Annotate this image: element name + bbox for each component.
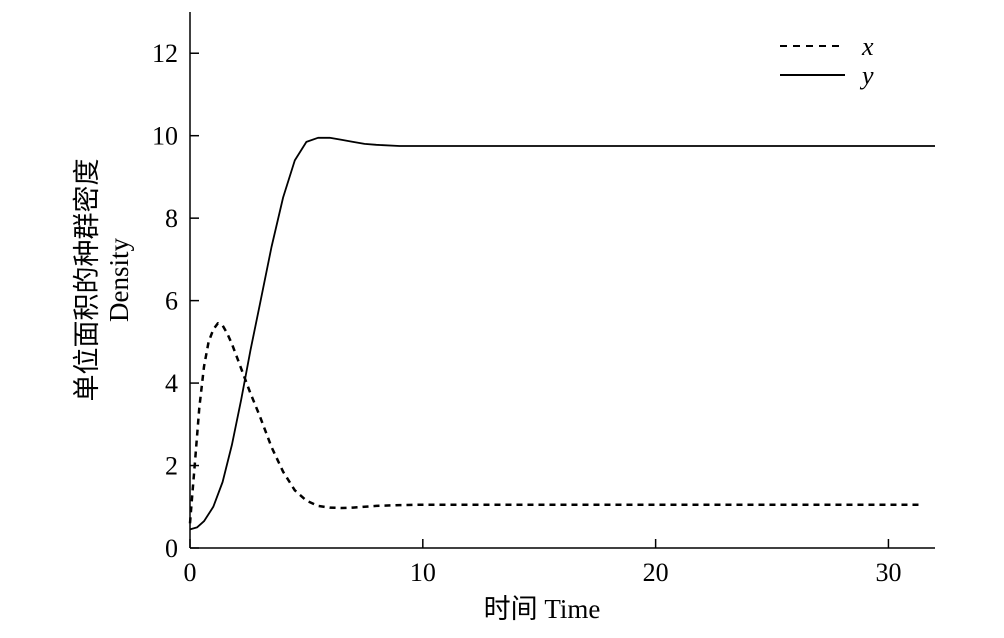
x-tick-label: 10 xyxy=(410,558,436,587)
y-tick-label: 6 xyxy=(165,287,178,316)
legend: x y xyxy=(780,32,874,90)
series-line-x xyxy=(188,322,924,524)
y-tick-label: 10 xyxy=(152,122,178,151)
y-tick-label: 12 xyxy=(152,39,178,68)
y-axis-title-en: Density xyxy=(104,238,134,322)
y-axis-title-cn: 单位面积的种群密度 xyxy=(72,159,102,402)
series-line-y xyxy=(189,136,935,531)
legend-label-y: y xyxy=(859,61,874,90)
x-tick-label: 0 xyxy=(184,558,197,587)
ticks: 0 10 20 30 0 2 4 6 8 10 12 xyxy=(152,39,901,587)
y-tick-label: 0 xyxy=(165,534,178,563)
series-group xyxy=(188,136,935,531)
y-tick-label: 4 xyxy=(165,369,178,398)
x-axis-title: 时间 Time xyxy=(484,594,601,624)
y-tick-label: 8 xyxy=(165,204,178,233)
axes xyxy=(189,12,935,549)
x-tick-label: 20 xyxy=(643,558,669,587)
y-tick-label: 2 xyxy=(165,452,178,481)
x-tick-label: 30 xyxy=(875,558,901,587)
legend-label-x: x xyxy=(861,32,874,61)
